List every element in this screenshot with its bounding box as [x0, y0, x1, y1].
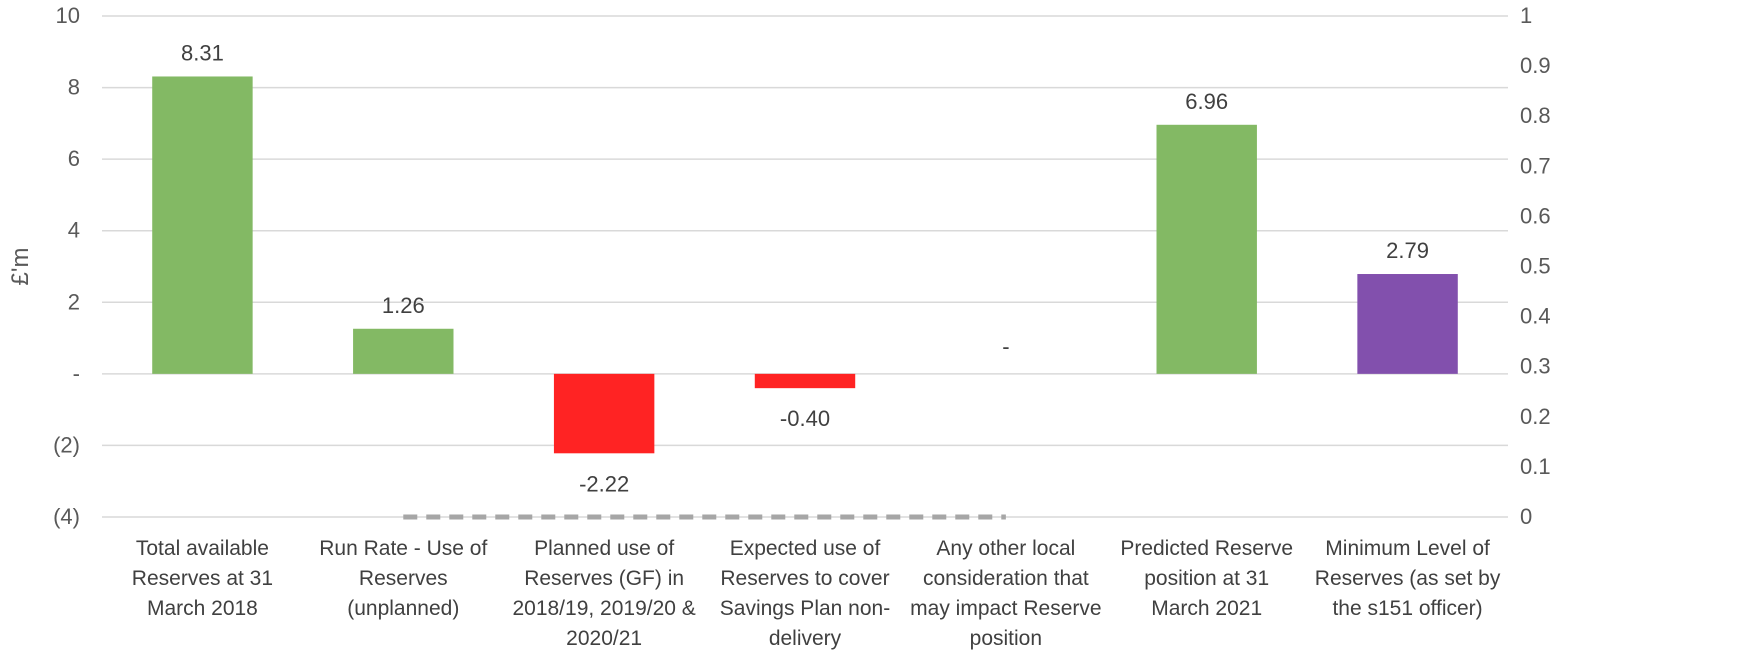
category-label-line: delivery — [769, 627, 842, 650]
y2-tick-label: 0.3 — [1520, 354, 1551, 379]
category-label-line: (unplanned) — [347, 597, 459, 620]
y2-tick-label: 0.7 — [1520, 153, 1551, 178]
y-tick-label: (4) — [53, 504, 80, 529]
y-tick-label: - — [73, 361, 80, 386]
secondary-y-axis: 1 0.9 0.8 0.7 0.6 0.5 0.4 0.3 0.2 0.1 0 — [1520, 3, 1551, 529]
category-label: Expected use of Reserves to cover Savings … — [720, 537, 890, 650]
category-label: Total available Reserves at 31 March 2018 — [132, 537, 273, 620]
bars — [152, 76, 1458, 454]
bar — [754, 373, 856, 389]
category-label-line: Run Rate - Use of — [319, 537, 487, 560]
y2-tick-label: 1 — [1520, 3, 1532, 28]
category-label: Any other local consideration that may imp… — [910, 537, 1101, 650]
y2-tick-label: 0 — [1520, 504, 1532, 529]
y2-tick-label: 0.8 — [1520, 103, 1551, 128]
y-tick-label: 6 — [68, 146, 80, 171]
y-tick-label: 8 — [68, 75, 80, 100]
bar — [1357, 274, 1458, 374]
y2-tick-label: 0.6 — [1520, 203, 1551, 228]
primary-y-axis: 10 8 6 4 2 - (2) (4) — [53, 3, 80, 529]
category-label-line: Expected use of — [730, 537, 881, 560]
category-label-line: March 2021 — [1151, 597, 1262, 620]
category-label-line: Reserves (GF) in — [524, 567, 684, 590]
y-tick-label: 4 — [68, 218, 80, 243]
category-label-line: Any other local — [936, 537, 1075, 560]
y-tick-label: 2 — [68, 289, 80, 314]
y2-tick-label: 0.9 — [1520, 53, 1551, 78]
category-axis: Total available Reserves at 31 March 2018 R… — [132, 537, 1501, 650]
y-tick-label: 10 — [56, 3, 80, 28]
category-label-line: Total available — [136, 537, 269, 560]
data-label: 1.26 — [382, 293, 425, 318]
data-labels: 8.31 1.26 -2.22 -0.40 - 6.96 2.79 — [181, 40, 1429, 496]
category-label-line: may impact Reserve — [910, 597, 1101, 620]
data-label: 6.96 — [1185, 89, 1228, 114]
category-label-line: consideration that — [923, 567, 1089, 590]
category-label-line: 2018/19, 2019/20 & — [512, 597, 695, 620]
category-label: Planned use of Reserves (GF) in 2018/19, 2… — [512, 537, 695, 650]
data-label: 8.31 — [181, 40, 224, 65]
category-label-line: Minimum Level of — [1325, 537, 1490, 560]
bar — [353, 328, 454, 374]
gridlines — [102, 15, 1508, 518]
y2-tick-label: 0.5 — [1520, 254, 1551, 279]
category-label-line: position — [970, 627, 1042, 650]
category-label-line: Reserves (as set by — [1315, 567, 1501, 590]
category-label: Predicted Reserve position at 31 March 202… — [1120, 537, 1293, 620]
y2-tick-label: 0.1 — [1520, 454, 1551, 479]
category-label-line: Reserves — [359, 567, 448, 590]
data-label: - — [1002, 334, 1009, 359]
category-label: Run Rate - Use of Reserves (unplanned) — [319, 537, 487, 620]
category-label-line: March 2018 — [147, 597, 258, 620]
y-tick-label: (2) — [53, 432, 80, 457]
data-label: -2.22 — [579, 471, 629, 496]
category-label-line: Reserves at 31 — [132, 567, 273, 590]
category-label-line: 2020/21 — [566, 627, 642, 650]
bar — [553, 373, 655, 454]
category-label-line: Savings Plan non- — [720, 597, 890, 620]
category-label-line: Predicted Reserve — [1120, 537, 1293, 560]
data-label: -0.40 — [780, 406, 830, 431]
category-label-line: position at 31 — [1144, 567, 1269, 590]
y2-tick-label: 0.4 — [1520, 304, 1551, 329]
bar — [152, 76, 253, 374]
category-label: Minimum Level of Reserves (as set by the s… — [1315, 537, 1501, 620]
y-axis-title: £'m — [7, 248, 34, 286]
category-label-line: Reserves to cover — [720, 567, 889, 590]
category-label-line: the s151 officer) — [1332, 597, 1482, 620]
data-label: 2.79 — [1386, 238, 1429, 263]
y2-tick-label: 0.2 — [1520, 404, 1551, 429]
bar — [1156, 124, 1257, 374]
category-label-line: Planned use of — [534, 537, 674, 560]
